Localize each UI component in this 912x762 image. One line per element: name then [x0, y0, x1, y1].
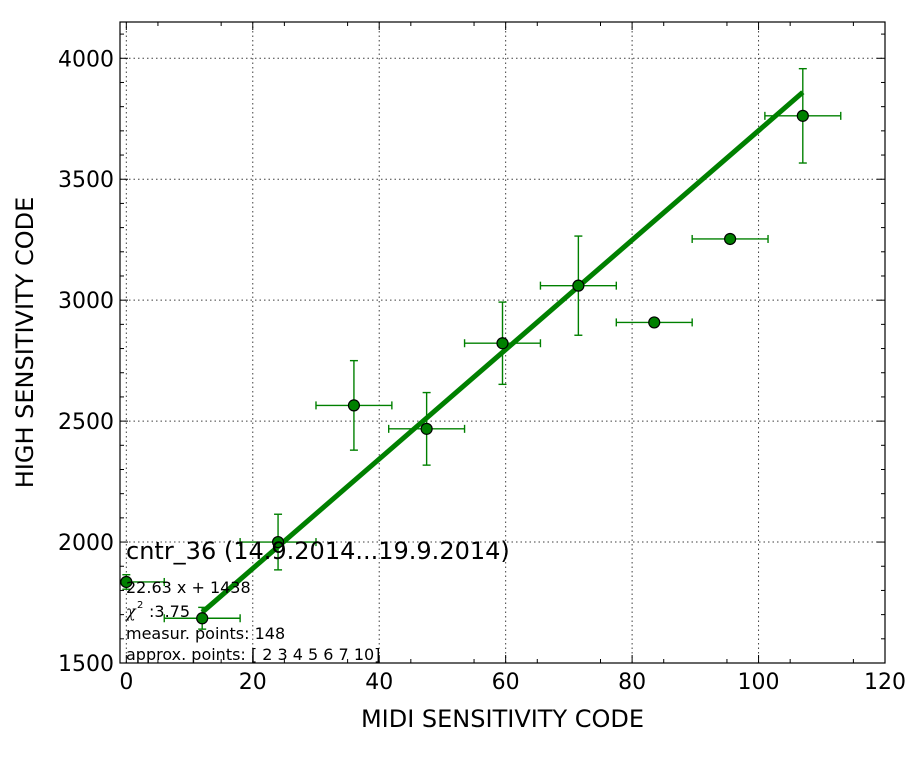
y-tick-label: 3500: [58, 168, 114, 193]
x-tick-label: 60: [492, 670, 520, 695]
annotation-chi2-exponent: 2: [137, 600, 143, 611]
y-tick-label: 2000: [58, 531, 114, 556]
data-point-7: [648, 316, 661, 329]
plot-frame: [119, 21, 886, 664]
data-point-3: [347, 399, 361, 412]
x-axis-label: MIDI SENSITIVITY CODE: [361, 705, 644, 733]
x-tick-label: 0: [119, 670, 133, 695]
y-tick-label: 2500: [58, 410, 114, 435]
data-point-8: [724, 232, 737, 246]
data-point-1: [196, 612, 209, 625]
x-tick-label: 80: [618, 670, 646, 695]
axis-ticks: 0 20 40 60 80 100 120 1500 2000 2500 3000 3500 4000: [58, 22, 906, 695]
x-tick-label: 40: [365, 670, 393, 695]
y-axis-label: HIGH SENSITIVITY CODE: [11, 197, 39, 489]
x-tick-label: 100: [738, 670, 780, 695]
annotation-measur-points: measur. points: 148: [126, 624, 285, 643]
data-point-6: [572, 279, 585, 292]
data-point-9: [796, 109, 809, 122]
x-tick-label: 20: [239, 670, 267, 695]
annotation-approx-points: approx. points: [ 2 3 4 5 6 7 10]: [126, 645, 380, 664]
y-tick-label: 4000: [58, 47, 114, 72]
annotation-chi2-symbol: χ: [125, 602, 137, 621]
data-point-2: [271, 535, 285, 549]
annotation-title: cntr_36 (14.9.2014...19.9.2014): [126, 537, 510, 565]
y-tick-label: 1500: [58, 652, 114, 677]
annotation-chi2-value: :3.75: [149, 602, 190, 621]
y-tick-label: 3000: [58, 289, 114, 314]
data-point-5: [496, 337, 509, 350]
annotation-block: cntr_36 (14.9.2014...19.9.2014) 22.63 x …: [125, 537, 510, 664]
x-tick-label: 120: [864, 670, 906, 695]
annotation-equation: 22.63 x + 1438: [126, 578, 251, 597]
data-point-0: [120, 575, 133, 589]
data-point-4: [420, 422, 433, 435]
data-points: [120, 109, 809, 625]
